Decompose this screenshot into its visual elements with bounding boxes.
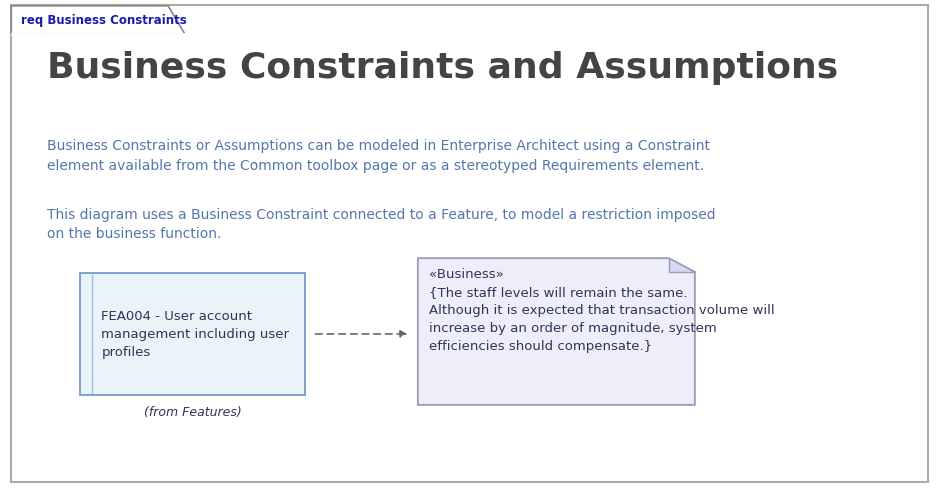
Text: «Business»: «Business»: [429, 267, 504, 281]
Polygon shape: [418, 259, 695, 405]
FancyBboxPatch shape: [11, 6, 928, 482]
Text: (from Features): (from Features): [144, 405, 241, 418]
Text: req Business Constraints: req Business Constraints: [21, 14, 187, 26]
Text: FEA004 - User account
management including user
profiles: FEA004 - User account management includi…: [101, 310, 289, 359]
Text: {The staff levels will remain the same.
Although it is expected that transaction: {The staff levels will remain the same. …: [429, 285, 775, 352]
Text: Business Constraints or Assumptions can be modeled in Enterprise Architect using: Business Constraints or Assumptions can …: [47, 139, 710, 173]
FancyBboxPatch shape: [80, 273, 305, 395]
Polygon shape: [11, 7, 185, 35]
Polygon shape: [669, 259, 695, 272]
Text: Business Constraints and Assumptions: Business Constraints and Assumptions: [47, 51, 839, 85]
Text: This diagram uses a Business Constraint connected to a Feature, to model a restr: This diagram uses a Business Constraint …: [47, 207, 716, 241]
